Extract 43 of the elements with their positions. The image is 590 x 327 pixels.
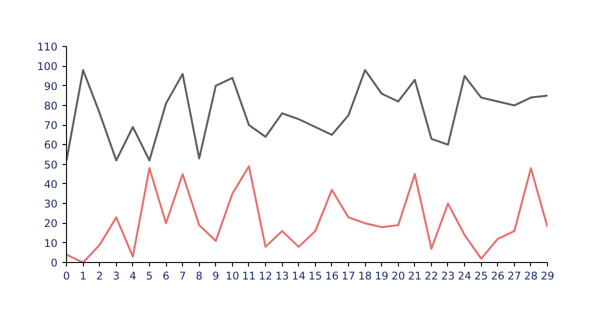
y-tick-label: 60 (44, 138, 58, 152)
x-tick-label: 25 (474, 270, 488, 282)
y-tick-label: 20 (44, 217, 58, 230)
y-tick-label: 100 (37, 60, 58, 74)
x-tick-label: 12 (258, 270, 272, 282)
x-tick-label: 11 (242, 270, 256, 282)
x-tick-label: 7 (179, 270, 186, 282)
x-tick-label: 23 (441, 270, 455, 282)
x-tick-label: 2 (96, 270, 104, 282)
x-tick-label: 13 (275, 270, 289, 282)
x-tick-label: 0 (63, 270, 70, 282)
x-tick-label: 14 (292, 270, 306, 282)
x-tick-label: 29 (540, 270, 554, 282)
x-tick-label: 28 (524, 270, 538, 282)
x-tick-label: 15 (308, 270, 322, 282)
x-tick-label: 8 (196, 270, 203, 282)
x-tick-label: 19 (374, 270, 389, 282)
y-tick-label: 10 (44, 236, 58, 250)
x-tick-label: 5 (146, 270, 153, 282)
x-tick-label: 27 (508, 270, 522, 282)
x-tick-label: 22 (424, 270, 438, 282)
y-tick-label: 40 (44, 178, 58, 191)
line-series (66, 69, 548, 162)
y-tick-label: 30 (44, 198, 58, 211)
x-tick-label: 4 (129, 270, 136, 282)
x-tick-label: 21 (408, 270, 422, 282)
x-tick-label: 24 (458, 270, 472, 282)
x-tick-label: 10 (226, 270, 240, 282)
x-tick-label: 20 (391, 270, 406, 282)
y-tick-label: 50 (44, 158, 58, 172)
x-tick-label: 1 (80, 270, 86, 282)
y-tick-label: 90 (44, 80, 58, 93)
y-tick-label: 80 (44, 99, 58, 112)
y-tick-label: 70 (44, 119, 58, 132)
x-tick-label: 26 (490, 270, 505, 282)
x-tick-label: 9 (212, 270, 220, 282)
y-tick-label: 110 (37, 40, 58, 54)
x-tick-label: 3 (112, 270, 120, 282)
y-tick-label: 0 (50, 256, 58, 270)
x-tick-label: 17 (342, 270, 356, 282)
x-tick-label: 16 (325, 270, 339, 282)
x-tick-label: 6 (162, 270, 170, 282)
x-tick-label: 18 (358, 270, 372, 282)
